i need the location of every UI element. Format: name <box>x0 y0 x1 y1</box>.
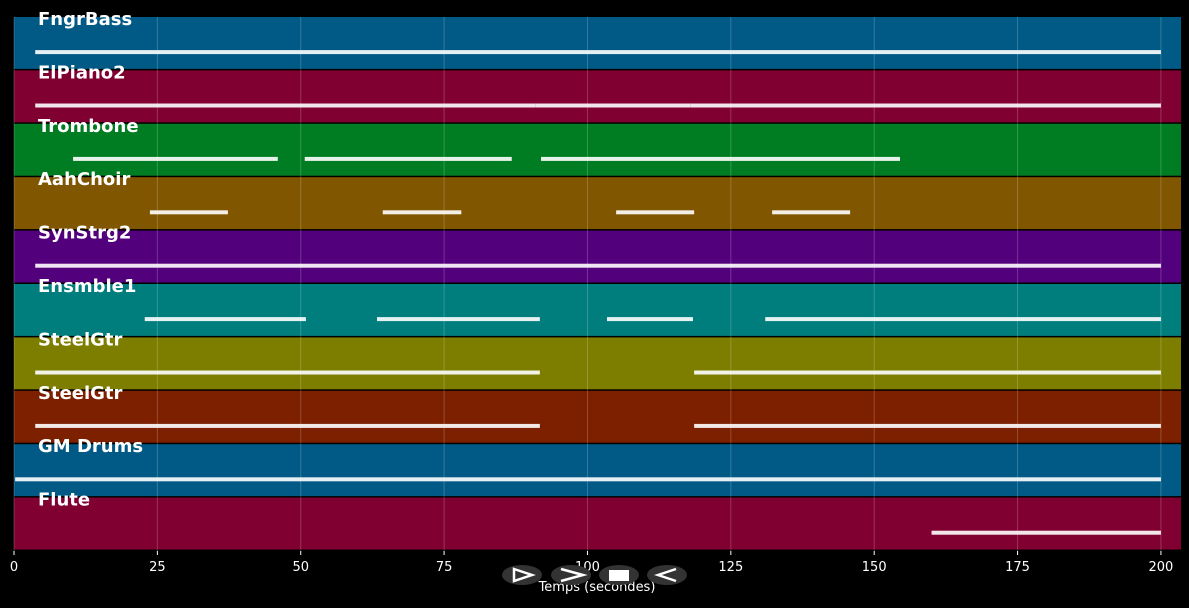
x-tick-label: 25 <box>149 560 166 575</box>
x-tick-label: 0 <box>10 560 18 575</box>
track-lane <box>14 177 1181 230</box>
note-span <box>35 370 540 375</box>
track-name: Ensmble1 <box>38 276 136 297</box>
track-lane <box>14 230 1181 283</box>
note-span <box>694 370 1161 375</box>
x-tick-label: 175 <box>1005 560 1030 575</box>
track-name: Trombone <box>38 116 139 137</box>
note-span <box>690 103 1161 108</box>
track-name: AahChoir <box>38 169 130 190</box>
track-name: SteelGtr <box>38 383 123 404</box>
transport-controls <box>502 565 687 585</box>
forward-button[interactable] <box>551 565 591 585</box>
track-lane <box>14 337 1181 390</box>
note-span <box>144 317 306 322</box>
note-span <box>35 263 1161 268</box>
note-span <box>15 477 1161 482</box>
note-span <box>377 317 540 322</box>
note-span <box>535 103 691 108</box>
x-tick-label: 150 <box>862 560 887 575</box>
note-span <box>606 317 693 322</box>
play-button[interactable] <box>502 565 542 585</box>
note-span <box>35 103 536 108</box>
track-lane <box>14 444 1181 497</box>
track-lane <box>14 390 1181 443</box>
track-name: SteelGtr <box>38 329 123 350</box>
note-span <box>694 423 1161 428</box>
x-tick-label: 75 <box>436 560 453 575</box>
note-span <box>616 210 695 215</box>
track-name: ElPiano2 <box>38 62 126 83</box>
note-span <box>35 423 540 428</box>
note-span <box>73 156 278 161</box>
note-span <box>149 210 228 215</box>
note-span <box>382 210 462 215</box>
x-tick-label: 125 <box>718 560 743 575</box>
note-span <box>304 156 512 161</box>
track-name: SynStrg2 <box>38 223 131 244</box>
track-name: Flute <box>38 490 90 511</box>
track-lane <box>14 70 1181 123</box>
track-name: GM Drums <box>38 436 143 457</box>
note-span <box>765 317 1161 322</box>
note-span <box>541 156 901 161</box>
track-lane <box>14 284 1181 336</box>
note-span <box>35 50 1161 55</box>
track-name: FngrBass <box>38 9 132 30</box>
track-lane <box>14 497 1181 550</box>
rewind-button[interactable] <box>647 565 687 585</box>
track-lane <box>14 17 1181 69</box>
note-span <box>931 530 1161 535</box>
x-tick-label: 50 <box>292 560 309 575</box>
x-tick-label: 200 <box>1149 560 1174 575</box>
note-span <box>772 210 851 215</box>
x-axis-label: Temps (secondes) <box>538 580 656 595</box>
stop-button[interactable] <box>599 565 639 585</box>
track-lane <box>14 123 1181 176</box>
